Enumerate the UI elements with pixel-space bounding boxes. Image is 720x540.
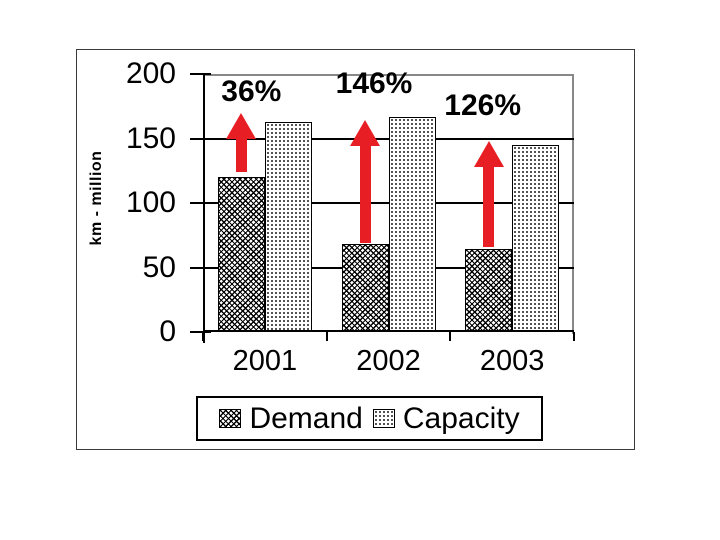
chart-figure: km - million Demand Capacity 0 50 100 150 20… bbox=[76, 49, 635, 450]
y-tick-label-200: 200 bbox=[125, 57, 176, 90]
up-arrow-shaft-2002 bbox=[359, 144, 371, 243]
bar-capacity-2002 bbox=[388, 116, 436, 332]
x-axis-tick bbox=[202, 332, 204, 341]
up-arrow-head-icon-2002 bbox=[350, 120, 380, 147]
bar-capacity-2003 bbox=[512, 144, 560, 332]
y-tick-label-100: 100 bbox=[125, 186, 176, 219]
pct-label-2002: 146% bbox=[335, 67, 413, 101]
x-axis bbox=[203, 330, 574, 332]
bar-demand-2003 bbox=[465, 249, 513, 332]
legend-label-demand: Demand bbox=[249, 401, 363, 435]
bar-capacity-2001 bbox=[264, 121, 312, 332]
up-arrow-shaft-2003 bbox=[483, 165, 495, 247]
legend-label-capacity: Capacity bbox=[402, 401, 520, 435]
y-tick-label-150: 150 bbox=[125, 121, 176, 155]
x-axis-tick bbox=[573, 332, 575, 341]
legend: Demand Capacity bbox=[196, 396, 543, 441]
y-axis-tick-100 bbox=[190, 202, 211, 204]
pct-label-2001: 36% bbox=[221, 74, 282, 108]
y-tick-label-50: 50 bbox=[142, 250, 176, 284]
up-arrow-head-icon-2001 bbox=[226, 112, 257, 139]
y-axis-tick-150 bbox=[190, 137, 211, 140]
up-arrow-head-icon-2003 bbox=[473, 141, 504, 168]
y-axis-tick-50 bbox=[190, 266, 211, 269]
x-category-label-2003: 2003 bbox=[479, 345, 545, 377]
legend-swatch-demand-icon bbox=[219, 409, 242, 428]
plot-area bbox=[203, 74, 574, 334]
legend-item-capacity: Capacity bbox=[372, 401, 520, 435]
legend-item-demand: Demand bbox=[219, 401, 363, 435]
x-axis-tick bbox=[325, 332, 328, 341]
y-axis-tick-200 bbox=[190, 73, 211, 75]
y-axis bbox=[203, 74, 205, 343]
up-arrow-shaft-2001 bbox=[235, 136, 247, 173]
y-tick-label-0: 0 bbox=[159, 315, 176, 348]
y-axis-title: km - million bbox=[88, 150, 105, 246]
y-axis-tick-0 bbox=[190, 331, 211, 333]
legend-swatch-capacity-icon bbox=[372, 409, 395, 428]
x-category-label-2001: 2001 bbox=[232, 345, 298, 377]
bar-demand-2002 bbox=[341, 244, 389, 332]
x-category-label-2002: 2002 bbox=[356, 345, 421, 377]
x-axis-tick bbox=[449, 332, 452, 341]
pct-label-2003: 126% bbox=[444, 89, 522, 123]
bar-demand-2001 bbox=[217, 177, 265, 332]
